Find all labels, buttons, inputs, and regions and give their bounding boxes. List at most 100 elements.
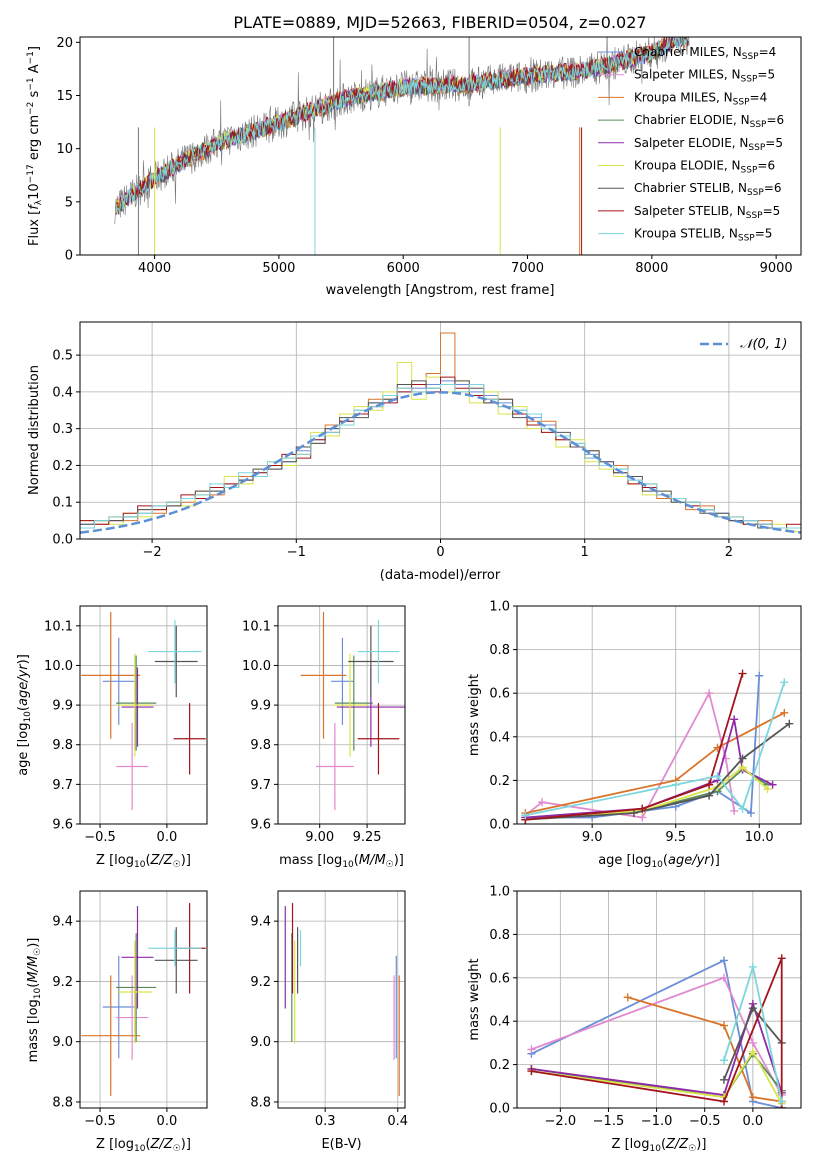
y-tick-label: 0 — [65, 249, 73, 264]
x-axis-label: (data-model)/error — [380, 568, 501, 583]
x-axis-label: mass [log10(M/M☉)] — [279, 853, 404, 870]
x-tick-label: −1.0 — [641, 1114, 673, 1129]
legend-label: 𝒩(0, 1) — [740, 337, 787, 352]
y-axis-label: Normed distribution — [27, 365, 42, 495]
legend: Chabrier MILES, NSSP=4 Salpeter MILES, NS… — [598, 45, 784, 244]
x-tick-label: 9.00 — [305, 830, 334, 845]
plot-body — [521, 669, 794, 824]
series-point — [623, 993, 632, 1002]
legend-label: Chabrier MILES, NSSP=4 — [634, 45, 776, 62]
plot-body — [114, 37, 690, 255]
y-tick-label: 0.0 — [52, 533, 73, 548]
series-point — [527, 1067, 536, 1076]
series-line — [525, 712, 785, 814]
series-point — [730, 715, 739, 724]
errorbar-kroupa-miles — [81, 611, 141, 739]
y-tick-label: 10.0 — [44, 659, 73, 674]
axes-spectrum: 4000 5000 6000 7000 8000 9000 0 5 10 15 20 waveleng… — [26, 36, 802, 298]
x-tick-label: 0.0 — [157, 830, 178, 845]
axes-mass_vs_Z: −0.5 0.0 8.8 9.0 9.2 9.4 Z [log10(Z/Z☉)] mass [… — [26, 890, 208, 1154]
errorbar-chabrier-elodie — [334, 655, 373, 751]
errorbar-chabrier-stelib — [154, 927, 198, 994]
y-tick-label: 9.9 — [250, 699, 271, 714]
legend-label: Chabrier STELIB, NSSP=6 — [634, 181, 782, 198]
y-tick-label: 8.8 — [52, 1095, 73, 1110]
x-axis-label: Z [log10(Z/Z☉)] — [96, 1137, 191, 1154]
x-tick-label: 5000 — [262, 261, 295, 276]
observed-spectrum-line — [114, 37, 690, 225]
y-axis-label: mass weight — [467, 674, 482, 756]
series-point — [719, 956, 728, 965]
series-point — [713, 772, 722, 781]
y-tick-label: 0.3 — [52, 422, 73, 437]
axes-frame — [516, 605, 802, 825]
model-spectrum-kroupa-stelib — [115, 37, 690, 214]
y-tick-label: 10.1 — [44, 619, 73, 634]
series-line — [531, 959, 782, 1108]
y-tick-label: 0.4 — [52, 385, 73, 400]
x-tick-label: 0.0 — [743, 1114, 764, 1129]
series-line — [531, 1000, 783, 1096]
series-point — [705, 780, 714, 789]
series-point — [738, 754, 747, 763]
plot-body — [81, 903, 206, 1096]
x-tick-label: 0.0 — [157, 1114, 178, 1129]
series-salpeter-miles — [521, 689, 739, 822]
legend-label: Salpeter STELIB, NSSP=5 — [634, 204, 780, 221]
y-axis-label: mass [log10(M/M☉)] — [26, 938, 43, 1063]
axes-frame — [277, 890, 406, 1109]
errorbar-salpeter-miles — [116, 722, 149, 811]
y-tick-label: 0.1 — [52, 496, 73, 511]
axes-age_vs_mass: 9.00 9.25 9.6 9.7 9.8 9.9 10.0 10.1 mass [log10(… — [242, 605, 406, 870]
errorbar-salpeter-miles — [116, 975, 149, 1060]
series-salpeter-stelib — [521, 669, 747, 824]
errorbar-chabrier-miles — [102, 637, 135, 725]
y-tick-label: 9.9 — [52, 699, 73, 714]
series-point — [719, 1097, 728, 1106]
y-tick-label: 0.2 — [489, 1058, 510, 1073]
y-tick-label: 20 — [56, 36, 73, 51]
x-axis-label: Z [log10(Z/Z☉)] — [612, 1137, 707, 1154]
series-point — [671, 780, 680, 789]
y-tick-label: 1.0 — [489, 600, 510, 615]
histogram-kroupa-stelib — [80, 384, 801, 539]
x-axis-label: Z [log10(Z/Z☉)] — [96, 853, 191, 870]
series-point — [763, 785, 772, 794]
series-point — [705, 689, 714, 698]
legend-label: Salpeter MILES, NSSP=5 — [634, 68, 775, 85]
y-tick-label: 9.0 — [250, 1035, 271, 1050]
series-point — [748, 1047, 757, 1056]
series-point — [746, 809, 755, 818]
errorbar-salpeter-elodie — [121, 667, 154, 747]
y-tick-label: 9.2 — [250, 975, 271, 990]
series-point — [777, 1097, 786, 1106]
series-point — [719, 1021, 728, 1030]
errorbar-salpeter-stelib — [173, 703, 206, 775]
series-point — [785, 719, 794, 728]
plot-area: 4000 5000 6000 7000 8000 900005101520waveleng… — [16, 36, 802, 1154]
y-axis-label: age [log10(age/yr)] — [16, 654, 33, 776]
x-axis-label: wavelength [Angstrom, rest frame] — [326, 283, 555, 298]
y-tick-label: 9.4 — [250, 915, 271, 930]
x-tick-label: 9.5 — [665, 830, 686, 845]
y-tick-label: 0.6 — [489, 971, 510, 986]
series-point — [738, 763, 747, 772]
x-tick-label: 10.0 — [745, 830, 774, 845]
y-tick-label: 9.8 — [52, 738, 73, 753]
x-tick-label: −2 — [143, 545, 162, 560]
y-tick-label: 0.0 — [489, 1102, 510, 1117]
axes-mass_weight_vs_age: 9.0 9.5 10.0 0.0 0.2 0.4 0.6 0.8 1.0 age [log10(a… — [467, 600, 802, 870]
x-tick-label: −0.5 — [84, 830, 116, 845]
x-tick-label: 6000 — [387, 261, 420, 276]
x-tick-label: 8000 — [635, 261, 668, 276]
series-point — [719, 1075, 728, 1084]
legend-label: Kroupa STELIB, NSSP=5 — [634, 227, 772, 244]
series-point — [730, 806, 739, 815]
errorbar-kroupa-stelib — [148, 619, 202, 684]
legend-label: Kroupa MILES, NSSP=4 — [634, 90, 767, 107]
axes-residuals: −2 −1 0 1 2 0.0 0.1 0.2 0.3 0.4 0.5 (data-model)/er… — [27, 321, 802, 583]
y-tick-label: 8.8 — [250, 1095, 271, 1110]
x-tick-label: 7000 — [511, 261, 544, 276]
series-line — [525, 675, 761, 819]
